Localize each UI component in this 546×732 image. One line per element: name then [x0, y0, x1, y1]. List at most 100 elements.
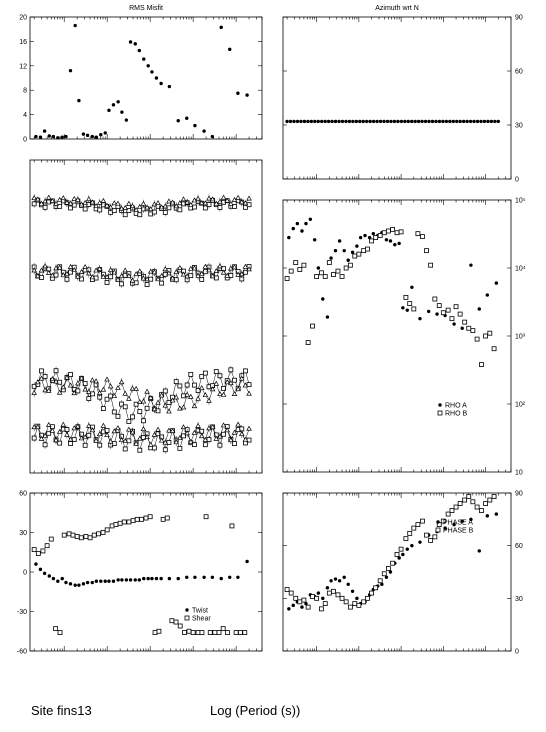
azimuth-point: [371, 119, 376, 124]
curves-point: [75, 196, 81, 202]
curves-point: [35, 424, 41, 430]
phase-point: [314, 595, 320, 601]
curves-point: [220, 422, 227, 428]
curves-point: [86, 196, 92, 202]
curves-point: [89, 199, 96, 205]
rms-point: [38, 135, 43, 139]
curves-point: [97, 207, 103, 213]
phase-point: [466, 494, 472, 499]
twist-shear-point: [173, 619, 179, 625]
curves-point: [42, 432, 48, 438]
phase-legend-label: PHASE B: [443, 528, 474, 535]
rho-point: [326, 260, 332, 266]
phase-point: [407, 530, 413, 536]
rho-point: [316, 266, 321, 270]
rho-point: [312, 238, 317, 242]
curves-point: [104, 202, 110, 208]
curves-point: [206, 397, 212, 403]
curves-point: [242, 382, 249, 388]
curves-point: [118, 273, 125, 279]
curves-point: [209, 196, 216, 202]
rho-point: [295, 221, 300, 226]
curves-point: [192, 382, 197, 388]
azimuth-point: [472, 119, 476, 124]
twist-shear-legend-marker: [184, 615, 190, 621]
curves-point: [217, 433, 223, 439]
curves-point: [191, 197, 198, 203]
curves-point: [96, 266, 103, 271]
curves-point: [232, 441, 237, 446]
curves-point: [31, 195, 37, 201]
rho-point: [373, 235, 379, 240]
twist-shear-point: [40, 548, 46, 554]
curves-point: [49, 197, 56, 203]
curves-point: [187, 265, 194, 271]
twist-shear-point: [146, 576, 150, 581]
curves-point: [68, 441, 73, 446]
curves-point: [180, 404, 187, 410]
phase-point: [388, 570, 393, 574]
phase-point: [325, 586, 330, 590]
curves-point: [195, 395, 201, 401]
azimuth-point: [468, 119, 473, 124]
twist-shear-point: [195, 630, 201, 635]
rho-point: [436, 303, 442, 308]
curves-point: [151, 406, 158, 412]
phase-point: [361, 599, 367, 605]
azimuth-point: [399, 119, 404, 124]
curves-point: [147, 394, 154, 400]
curves-point: [118, 205, 125, 211]
curves-point: [220, 269, 227, 275]
twist-shear-point: [87, 535, 93, 541]
curves-point: [202, 200, 209, 206]
twist-shear-point: [113, 522, 119, 527]
rho-point: [343, 265, 349, 271]
rms-point: [167, 84, 172, 89]
curves-point: [49, 272, 56, 278]
curves-point: [115, 413, 121, 419]
curves-point: [75, 273, 81, 279]
curves-point: [111, 200, 118, 206]
curves-point: [60, 195, 67, 201]
curves-point: [53, 272, 59, 278]
phase-point: [321, 596, 325, 601]
curves-point: [191, 265, 198, 271]
twist-shear-point: [38, 567, 43, 572]
rms-y-tick-label: 12: [19, 63, 27, 70]
curves-point: [86, 270, 92, 276]
twist-shear-point: [121, 519, 127, 525]
azimuth-point: [299, 119, 303, 124]
rho-point: [293, 260, 299, 266]
azimuth-point: [368, 119, 372, 124]
phase-point: [355, 596, 359, 601]
curves-point: [53, 200, 59, 206]
rho-point: [355, 244, 359, 248]
phase-point: [405, 547, 409, 551]
curves-point: [243, 204, 248, 210]
phase-point: [305, 604, 311, 610]
curves-point: [104, 274, 110, 279]
curves-point: [147, 441, 154, 447]
phase-legend-label: PHASE A: [443, 520, 473, 527]
twist-shear-point: [228, 575, 232, 579]
curves-point: [90, 391, 95, 397]
rho-point: [397, 241, 401, 246]
rho-point: [342, 248, 346, 253]
twist-shear-y-tick-label: -30: [17, 609, 27, 616]
rho-point: [371, 231, 376, 236]
curves-point: [108, 274, 114, 280]
curves-point: [86, 388, 92, 394]
curves-point: [97, 442, 103, 448]
curves-point: [217, 373, 223, 379]
phase-point: [411, 525, 417, 531]
azimuth-point: [382, 119, 386, 124]
curves-point: [115, 276, 121, 282]
phase-point: [373, 585, 379, 591]
azimuth-point: [413, 119, 417, 124]
curves-point: [89, 274, 96, 280]
curves-point: [202, 392, 209, 398]
rho-point: [361, 248, 367, 254]
rho-y-tick-label: 10⁵: [515, 198, 526, 205]
curves-point: [238, 431, 245, 437]
curves-point: [177, 445, 183, 451]
